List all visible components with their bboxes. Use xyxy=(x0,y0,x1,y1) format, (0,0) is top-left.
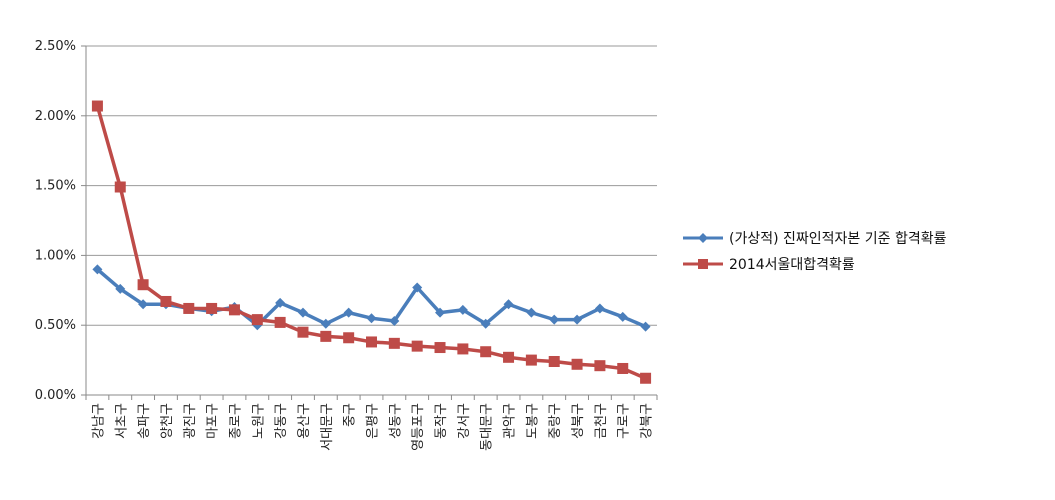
data-point xyxy=(228,304,240,316)
data-point xyxy=(594,360,606,372)
data-point xyxy=(343,332,355,344)
data-point xyxy=(457,343,469,355)
data-point xyxy=(138,299,149,310)
legend-label: 2014서울대합격확률 xyxy=(729,257,855,273)
x-category-label: 종로구 xyxy=(228,403,243,439)
y-tick-label: 1.50% xyxy=(35,179,76,194)
x-category-label: 성동구 xyxy=(388,403,403,439)
x-category-label: 관악구 xyxy=(503,403,518,439)
x-category-label: 서대문구 xyxy=(320,403,335,451)
x-category-label: 강북구 xyxy=(640,403,655,439)
x-category-label: 마포구 xyxy=(206,403,221,439)
x-category-label: 구로구 xyxy=(617,403,632,439)
x-category-label: 도봉구 xyxy=(525,403,540,439)
legend-item: (가상적) 진짜인적자본 기준 합격확률 xyxy=(683,231,947,247)
x-category-label: 은평구 xyxy=(366,403,381,439)
x-category-label: 용산구 xyxy=(297,403,312,439)
x-category-label: 중랑구 xyxy=(548,403,563,439)
data-point xyxy=(206,302,218,314)
data-point xyxy=(183,302,195,314)
data-point xyxy=(571,358,583,370)
data-point xyxy=(412,282,423,293)
x-category-label: 금천구 xyxy=(594,403,609,439)
y-axis: 0.00% 0.50% 1.00% 1.50% 2.00% 2.50% xyxy=(35,39,87,403)
x-category-label: 강남구 xyxy=(91,403,106,439)
data-point xyxy=(434,342,446,354)
data-point xyxy=(617,311,628,322)
data-point xyxy=(617,362,629,374)
data-point xyxy=(92,264,103,275)
x-category-label: 성북구 xyxy=(571,403,586,439)
x-category-label: 양천구 xyxy=(160,403,175,439)
legend: (가상적) 진짜인적자본 기준 합격확률 2014서울대합격확률 xyxy=(683,231,947,273)
data-point xyxy=(457,304,468,315)
series-2 xyxy=(91,100,652,384)
data-point xyxy=(297,326,309,338)
series-layer xyxy=(91,100,652,384)
data-point xyxy=(320,318,331,329)
y-tick-label: 2.50% xyxy=(35,39,76,54)
data-point xyxy=(366,336,377,348)
y-tick-label: 2.00% xyxy=(35,109,76,124)
data-point xyxy=(503,299,514,310)
data-point xyxy=(435,307,446,318)
x-category-label: 중구 xyxy=(343,403,358,427)
data-point xyxy=(572,314,583,325)
legend-label: (가상적) 진짜인적자본 기준 합격확률 xyxy=(729,231,947,247)
data-point xyxy=(137,279,149,291)
legend-marker xyxy=(698,233,708,243)
data-point xyxy=(389,316,400,327)
data-point xyxy=(366,313,377,324)
data-point xyxy=(526,307,537,318)
data-point xyxy=(411,340,423,352)
series-1 xyxy=(92,264,651,332)
data-point xyxy=(480,318,491,329)
legend-marker xyxy=(698,259,708,269)
data-point xyxy=(525,354,537,366)
data-point xyxy=(320,330,332,342)
data-point xyxy=(480,346,492,358)
data-point xyxy=(640,321,651,332)
data-point xyxy=(114,181,126,193)
x-category-label: 광진구 xyxy=(183,403,198,439)
x-category-label: 영등포구 xyxy=(411,403,426,451)
data-point xyxy=(115,283,126,294)
y-tick-label: 0.00% xyxy=(35,388,76,403)
data-point xyxy=(251,314,263,326)
data-point xyxy=(640,372,652,384)
data-point xyxy=(388,337,400,349)
data-point xyxy=(343,307,354,318)
x-category-label: 송파구 xyxy=(137,403,152,439)
x-category-label: 강서구 xyxy=(457,403,472,439)
data-point xyxy=(160,295,172,307)
data-point xyxy=(503,351,515,363)
legend-item: 2014서울대합격확률 xyxy=(683,257,855,273)
y-tick-label: 0.50% xyxy=(35,318,76,333)
data-point xyxy=(594,303,605,314)
x-category-label: 동대문구 xyxy=(480,403,495,451)
gridlines xyxy=(86,45,657,396)
data-point xyxy=(274,316,286,328)
data-point xyxy=(91,100,103,112)
x-category-label: 강동구 xyxy=(274,403,289,439)
data-point xyxy=(275,297,286,308)
data-point xyxy=(548,355,560,367)
y-tick-label: 1.00% xyxy=(35,248,76,263)
x-category-label: 노원구 xyxy=(251,403,266,439)
x-axis: 강남구 서초구 송파구 양천구 광진구 마포구 종로구 노원구 강동구 용산구 서대문구 중구 은평구 성… xyxy=(85,395,658,451)
x-category-label: 동작구 xyxy=(434,403,449,439)
data-point xyxy=(297,307,308,318)
data-point xyxy=(549,314,560,325)
x-category-label: 서초구 xyxy=(114,403,129,439)
